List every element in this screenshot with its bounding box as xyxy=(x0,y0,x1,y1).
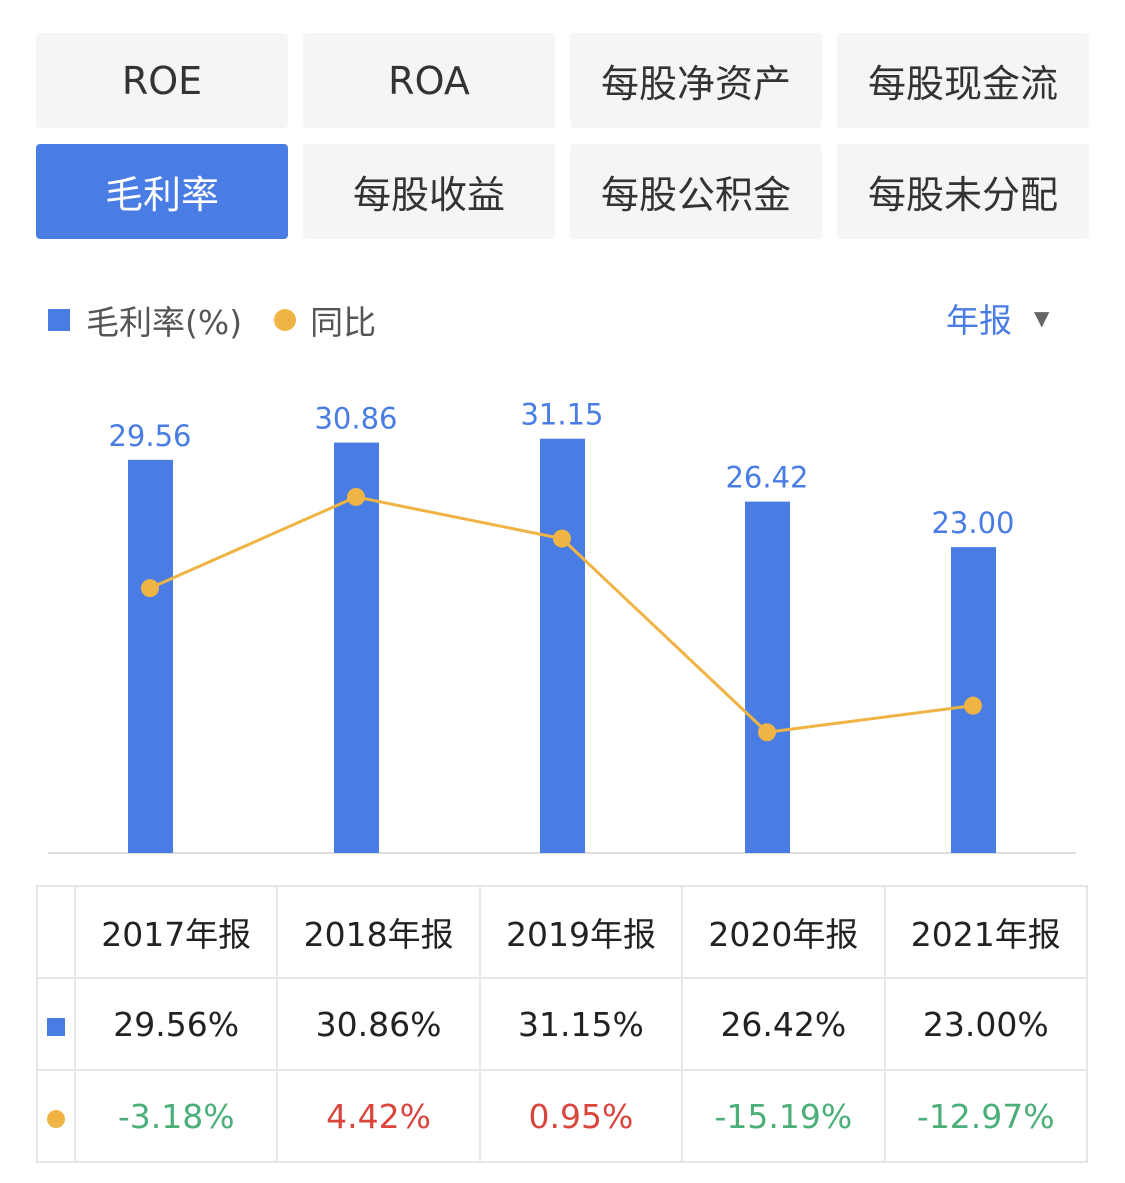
triangle-down-icon: ▼ xyxy=(1034,306,1050,330)
bar-row-cell: 23.00% xyxy=(883,977,1089,1071)
bar[interactable] xyxy=(540,438,585,853)
tab-0[interactable]: ROE xyxy=(36,33,288,128)
line-row-cell: 4.42% xyxy=(276,1069,481,1163)
yoy-point[interactable] xyxy=(347,487,365,506)
period-select[interactable]: 年报 ▼ xyxy=(946,294,1049,342)
bar-row-cell: 30.86% xyxy=(276,977,481,1071)
chart: 29.56 30.86 31.15 26.42 23.00 xyxy=(48,398,1076,854)
tab-6[interactable]: 每股公积金 xyxy=(570,144,822,239)
bar-legend-label: 毛利率(%) xyxy=(86,303,243,342)
bar-row-cell: 31.15% xyxy=(478,977,684,1071)
tab-4[interactable]: 毛利率 xyxy=(36,144,288,239)
period-select-value: 年报 xyxy=(946,301,1012,340)
tab-1[interactable]: ROA xyxy=(303,33,555,128)
bar-square-icon xyxy=(47,1017,65,1036)
headers-cell: 2020年报 xyxy=(681,885,886,979)
data-table: 2017年报 2018年报 2019年报 2020年报 2021年报 29.56% 30.… xyxy=(36,885,1089,1163)
bar-row-icon-cell xyxy=(36,977,76,1071)
headers-cell: 2018年报 xyxy=(276,885,481,979)
bar-data-label: 30.86 xyxy=(314,402,397,436)
line-row-cell: 0.95% xyxy=(478,1069,684,1163)
line-row-cell: -15.19% xyxy=(681,1069,886,1163)
yoy-point[interactable] xyxy=(758,723,776,742)
bar[interactable] xyxy=(745,501,790,853)
line-legend-label: 同比 xyxy=(310,303,377,342)
bar[interactable] xyxy=(128,459,173,853)
bar-data-label: 31.15 xyxy=(520,398,603,432)
tab-2[interactable]: 每股净资产 xyxy=(570,33,822,128)
table-header-row: 2017年报 2018年报 2019年报 2020年报 2021年报 xyxy=(36,885,1089,979)
line-row-icon-cell xyxy=(36,1069,76,1163)
line-dot-icon xyxy=(47,1109,65,1128)
table-row-bar: 29.56% 30.86% 31.15% 26.42% 23.00% xyxy=(36,977,1089,1071)
headers-cell: 2021年报 xyxy=(883,885,1089,979)
yoy-point[interactable] xyxy=(964,696,982,715)
tab-5[interactable]: 每股收益 xyxy=(303,144,555,239)
table-corner xyxy=(36,885,76,979)
bar-row-cell: 26.42% xyxy=(681,977,886,1071)
bar-data-label: 29.56 xyxy=(108,419,191,453)
line-row-cell: -12.97% xyxy=(883,1069,1089,1163)
bar[interactable] xyxy=(334,442,379,853)
yoy-point[interactable] xyxy=(141,579,159,598)
tab-7[interactable]: 每股未分配 xyxy=(837,144,1089,239)
bar-row-cell: 29.56% xyxy=(73,977,279,1071)
yoy-point[interactable] xyxy=(553,529,571,548)
bar-data-label: 26.42 xyxy=(725,461,808,495)
headers-cell: 2017年报 xyxy=(73,885,279,979)
table-row-line: -3.18% 4.42% 0.95% -15.19% -12.97% xyxy=(36,1069,1089,1163)
bar-legend-icon xyxy=(48,309,70,331)
legend: 毛利率(%) 同比 xyxy=(48,296,376,344)
tab-3[interactable]: 每股现金流 xyxy=(837,33,1089,128)
bar-data-label: 23.00 xyxy=(931,506,1014,540)
headers-cell: 2019年报 xyxy=(478,885,684,979)
line-row-cell: -3.18% xyxy=(73,1069,279,1163)
line-legend-icon xyxy=(274,309,297,331)
